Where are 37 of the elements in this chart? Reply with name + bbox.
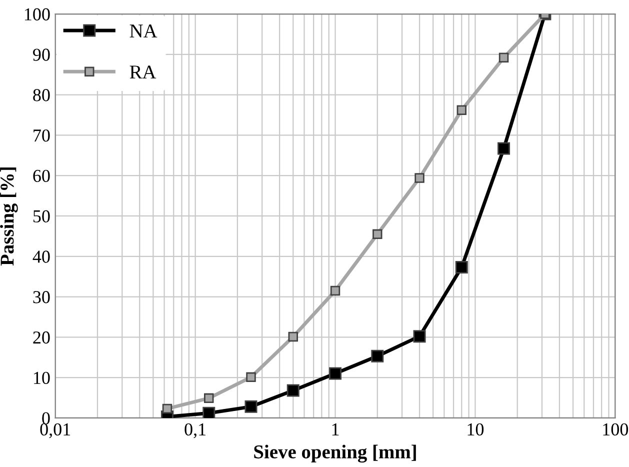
x-axis-title: Sieve opening [mm] <box>254 444 416 463</box>
point <box>330 286 340 296</box>
y-tick-label: 10 <box>34 372 50 384</box>
point <box>372 229 382 240</box>
y-tick-label: 40 <box>32 250 50 263</box>
x-tick-label: 100 <box>603 423 628 436</box>
point <box>371 350 384 362</box>
point <box>162 404 172 414</box>
y-tick-label: 60 <box>33 170 50 182</box>
legend-label: RA <box>130 66 156 78</box>
point <box>413 330 426 343</box>
point <box>455 261 468 274</box>
point <box>244 400 258 413</box>
y-tick-label: 0 <box>42 412 50 424</box>
y-tick-label: 80 <box>33 89 50 102</box>
y-axis-title: Passing [%] <box>0 167 18 266</box>
x-tick-label: 10 <box>468 423 484 436</box>
point <box>456 105 467 116</box>
point <box>202 406 216 418</box>
y-tick-label: 20 <box>33 331 50 344</box>
legend-label: NA <box>130 24 158 38</box>
point <box>288 332 298 342</box>
point <box>329 367 342 380</box>
x-tick-label: 1 <box>332 423 339 436</box>
point <box>286 384 300 397</box>
y-tick-label: 50 <box>33 210 50 222</box>
point <box>204 393 214 404</box>
point <box>498 142 510 155</box>
y-tick-label: 30 <box>33 291 50 304</box>
point <box>246 372 256 382</box>
x-tick-label: 0,01 <box>40 423 70 438</box>
point <box>498 52 509 62</box>
point <box>414 173 424 183</box>
y-tick-label: 100 <box>24 8 50 20</box>
x-tick-label: 0,1 <box>184 423 206 438</box>
y-tick-label: 90 <box>33 48 50 61</box>
y-tick-label: 70 <box>34 129 50 142</box>
